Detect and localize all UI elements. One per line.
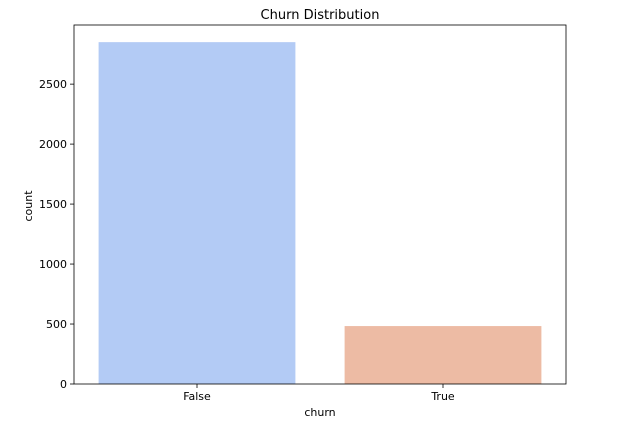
x-axis: False True <box>183 384 455 403</box>
y-tick-label: 0 <box>60 378 67 391</box>
y-tick-label: 500 <box>46 318 67 331</box>
bar-true <box>344 326 542 384</box>
plot-frame <box>73 24 567 385</box>
y-tick-label: 2500 <box>39 78 67 91</box>
x-tick-label: True <box>430 390 455 403</box>
y-axis-label: count <box>22 190 35 222</box>
x-axis-label: churn <box>304 406 335 419</box>
y-tick-label: 2000 <box>39 138 67 151</box>
bars-group <box>98 42 542 385</box>
y-axis: 0 500 1000 1500 2000 2500 <box>39 78 74 391</box>
chart-title: Churn Distribution <box>261 8 380 23</box>
y-tick-label: 1000 <box>39 258 67 271</box>
x-tick-label: False <box>183 390 211 403</box>
bar-false <box>98 42 296 385</box>
y-tick-label: 1500 <box>39 198 67 211</box>
